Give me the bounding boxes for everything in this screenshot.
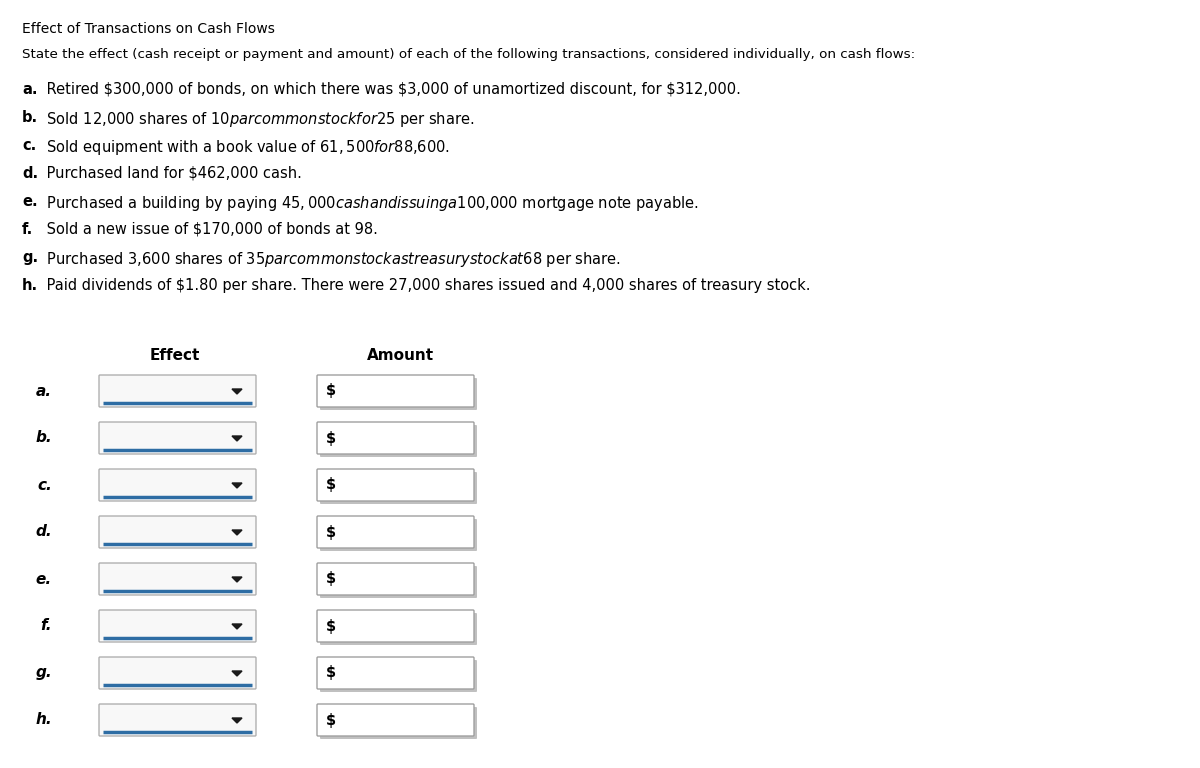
Text: Purchased a building by paying $45,000 cash and issuing a $100,000 mortgage note: Purchased a building by paying $45,000 c…: [42, 194, 698, 213]
FancyBboxPatch shape: [320, 425, 478, 457]
Text: a.: a.: [36, 383, 52, 399]
FancyBboxPatch shape: [317, 563, 474, 595]
FancyBboxPatch shape: [98, 657, 256, 689]
Text: Effect of Transactions on Cash Flows: Effect of Transactions on Cash Flows: [22, 22, 275, 36]
Polygon shape: [232, 530, 242, 535]
Polygon shape: [232, 389, 242, 394]
FancyBboxPatch shape: [317, 704, 474, 736]
Polygon shape: [232, 671, 242, 676]
FancyBboxPatch shape: [317, 469, 474, 501]
FancyBboxPatch shape: [98, 469, 256, 501]
FancyBboxPatch shape: [320, 472, 478, 504]
FancyBboxPatch shape: [320, 519, 478, 551]
Text: $: $: [326, 525, 336, 539]
FancyBboxPatch shape: [317, 516, 474, 548]
FancyBboxPatch shape: [317, 375, 474, 407]
FancyBboxPatch shape: [320, 707, 478, 739]
Text: $: $: [326, 571, 336, 587]
FancyBboxPatch shape: [317, 657, 474, 689]
Text: $: $: [326, 431, 336, 445]
Text: $: $: [326, 383, 336, 399]
FancyBboxPatch shape: [317, 610, 474, 642]
Text: d.: d.: [22, 166, 38, 181]
FancyBboxPatch shape: [98, 516, 256, 548]
Polygon shape: [232, 718, 242, 723]
Text: Paid dividends of $1.80 per share. There were 27,000 shares issued and 4,000 sha: Paid dividends of $1.80 per share. There…: [42, 278, 810, 293]
Text: d.: d.: [35, 525, 52, 539]
Text: g.: g.: [35, 666, 52, 680]
Text: b.: b.: [35, 431, 52, 445]
Text: e.: e.: [22, 194, 37, 209]
Text: $: $: [326, 478, 336, 492]
Text: c.: c.: [22, 138, 36, 153]
Polygon shape: [232, 577, 242, 582]
Text: $: $: [326, 666, 336, 680]
Text: Sold a new issue of $170,000 of bonds at 98.: Sold a new issue of $170,000 of bonds at…: [42, 222, 378, 237]
FancyBboxPatch shape: [98, 375, 256, 407]
Text: Retired $300,000 of bonds, on which there was $3,000 of unamortized discount, fo: Retired $300,000 of bonds, on which ther…: [42, 82, 740, 97]
Text: g.: g.: [22, 250, 38, 265]
FancyBboxPatch shape: [320, 660, 478, 692]
Text: Purchased 3,600 shares of $35 par common stock as treasury stock at $68 per shar: Purchased 3,600 shares of $35 par common…: [42, 250, 620, 269]
Polygon shape: [232, 483, 242, 488]
Text: e.: e.: [36, 571, 52, 587]
Text: f.: f.: [41, 618, 52, 634]
Text: $: $: [326, 713, 336, 727]
Text: Sold equipment with a book value of $61,500 for $88,600.: Sold equipment with a book value of $61,…: [42, 138, 450, 157]
Text: Sold 12,000 shares of $10 par common stock for $25 per share.: Sold 12,000 shares of $10 par common sto…: [42, 110, 474, 129]
Polygon shape: [232, 436, 242, 441]
FancyBboxPatch shape: [98, 704, 256, 736]
Polygon shape: [232, 624, 242, 629]
FancyBboxPatch shape: [98, 610, 256, 642]
Text: h.: h.: [22, 278, 38, 293]
FancyBboxPatch shape: [320, 378, 478, 410]
FancyBboxPatch shape: [320, 566, 478, 598]
Text: a.: a.: [22, 82, 37, 97]
FancyBboxPatch shape: [98, 563, 256, 595]
Text: h.: h.: [35, 713, 52, 727]
Text: c.: c.: [37, 478, 52, 492]
Text: State the effect (cash receipt or payment and amount) of each of the following t: State the effect (cash receipt or paymen…: [22, 48, 916, 61]
Text: f.: f.: [22, 222, 34, 237]
Text: Purchased land for $462,000 cash.: Purchased land for $462,000 cash.: [42, 166, 302, 181]
FancyBboxPatch shape: [320, 613, 478, 645]
Text: Amount: Amount: [366, 348, 433, 363]
FancyBboxPatch shape: [98, 422, 256, 454]
Text: Effect: Effect: [150, 348, 200, 363]
Text: $: $: [326, 618, 336, 634]
Text: b.: b.: [22, 110, 38, 125]
FancyBboxPatch shape: [317, 422, 474, 454]
